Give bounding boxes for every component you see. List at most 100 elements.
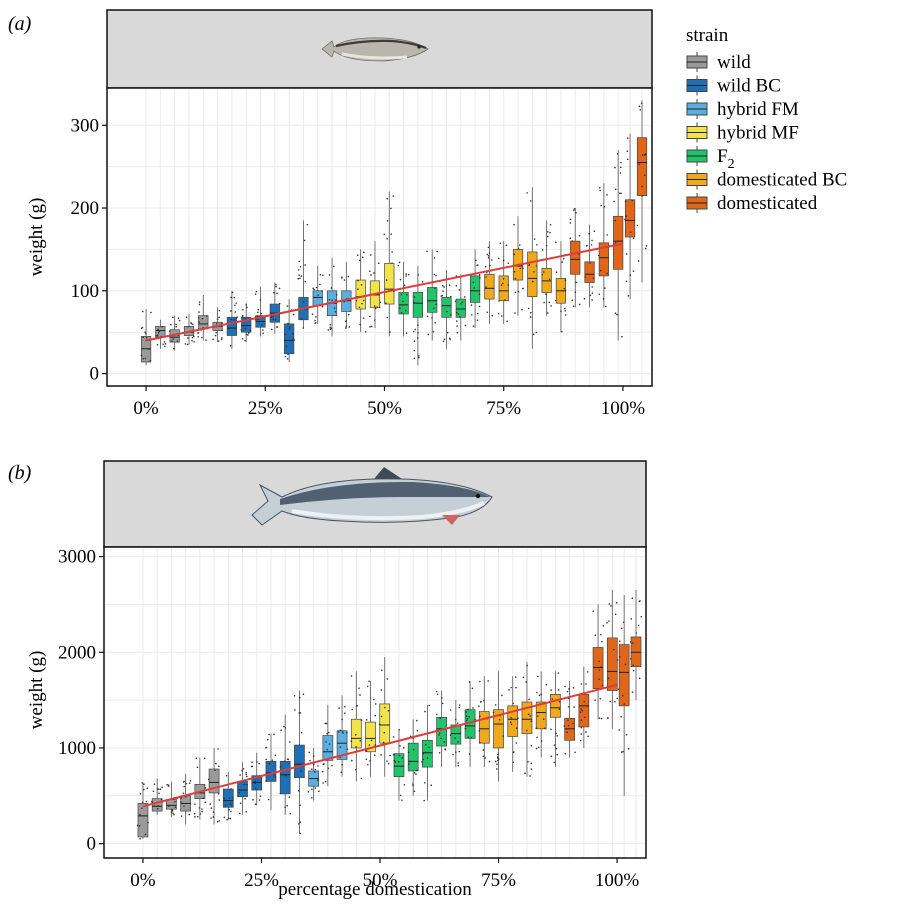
jitter-point	[254, 319, 257, 321]
jitter-point	[339, 729, 342, 732]
jitter-point	[244, 327, 247, 330]
jitter-point	[313, 771, 316, 773]
jitter-point	[504, 299, 506, 301]
x-tick-label: 100%	[601, 398, 646, 419]
jitter-point	[508, 689, 510, 691]
jitter-point	[309, 759, 311, 762]
jitter-point	[337, 731, 340, 733]
jitter-point	[338, 707, 340, 709]
jitter-point	[407, 751, 410, 754]
jitter-point	[164, 343, 167, 345]
jitter-point	[258, 799, 261, 801]
jitter-point	[428, 746, 430, 749]
jitter-point	[280, 729, 282, 731]
jitter-point	[558, 708, 561, 710]
jitter-point	[394, 761, 397, 763]
box-body	[412, 292, 423, 318]
jitter-point	[468, 753, 471, 755]
box-b-17	[378, 657, 391, 777]
jitter-point	[566, 731, 568, 734]
jitter-point	[525, 681, 527, 683]
jitter-point	[346, 748, 349, 750]
jitter-point	[230, 810, 232, 813]
jitter-point	[272, 315, 274, 318]
jitter-point	[200, 336, 203, 339]
jitter-point	[600, 717, 603, 720]
jitter-point	[370, 325, 373, 328]
jitter-point	[356, 704, 358, 707]
jitter-point	[591, 239, 593, 242]
box-body	[493, 709, 504, 749]
jitter-point	[594, 634, 597, 636]
jitter-point	[618, 729, 620, 731]
jitter-point	[545, 244, 548, 247]
jitter-point	[415, 719, 418, 722]
jitter-point	[540, 693, 542, 696]
jitter-point	[568, 688, 570, 690]
jitter-point	[283, 760, 286, 763]
jitter-point	[555, 732, 558, 735]
jitter-point	[311, 313, 314, 316]
jitter-point	[361, 302, 363, 305]
box-b-12	[307, 747, 320, 801]
jitter-point	[351, 708, 353, 711]
jitter-point	[515, 727, 518, 729]
jitter-point	[551, 698, 554, 700]
jitter-point	[485, 276, 487, 278]
jitter-point	[548, 278, 551, 281]
jitter-point	[467, 708, 469, 711]
jitter-point	[517, 247, 520, 250]
jitter-point	[285, 774, 287, 777]
box-body	[606, 637, 618, 691]
jitter-point	[234, 304, 236, 307]
jitter-point	[542, 718, 545, 720]
jitter-point	[389, 754, 391, 757]
jitter-point	[152, 790, 155, 793]
box-body	[384, 263, 395, 305]
box-body	[618, 644, 630, 707]
jitter-point	[449, 314, 452, 316]
jitter-point	[245, 811, 248, 813]
jitter-point	[314, 787, 317, 789]
jitter-point	[392, 736, 395, 738]
jitter-point	[456, 722, 459, 724]
jitter-point	[434, 287, 436, 289]
jitter-point	[350, 675, 353, 677]
jitter-point	[256, 315, 259, 318]
jitter-point	[618, 656, 621, 658]
box-b-25	[492, 671, 504, 782]
jitter-point	[408, 763, 410, 765]
salmon-icon-large	[251, 467, 493, 526]
box-a-21	[440, 270, 452, 349]
jitter-point	[536, 691, 538, 694]
legend-item: wild	[686, 52, 751, 73]
jitter-point	[500, 284, 503, 286]
jitter-point	[585, 731, 587, 733]
jitter-point	[607, 677, 610, 680]
jitter-point	[638, 600, 641, 603]
jitter-point	[274, 318, 277, 321]
jitter-point	[448, 337, 451, 340]
jitter-point	[593, 230, 596, 233]
panel-b-trend	[142, 683, 618, 808]
jitter-point	[358, 306, 361, 309]
jitter-point	[637, 260, 640, 262]
jitter-point	[373, 305, 376, 307]
jitter-point	[510, 686, 512, 689]
jitter-point	[245, 333, 248, 336]
jitter-point	[302, 327, 305, 329]
jitter-point	[422, 752, 425, 755]
jitter-point	[620, 716, 622, 718]
jitter-point	[218, 316, 220, 319]
jitter-point	[514, 676, 517, 678]
jitter-point	[632, 642, 634, 644]
jitter-point	[617, 688, 620, 691]
jitter-point	[254, 780, 257, 783]
jitter-point	[191, 336, 194, 339]
y-tick-label: 2000	[58, 642, 96, 663]
jitter-point	[265, 780, 267, 782]
jitter-point	[397, 264, 400, 267]
jitter-point	[479, 277, 481, 279]
jitter-point	[180, 815, 183, 817]
jitter-point	[440, 295, 443, 297]
